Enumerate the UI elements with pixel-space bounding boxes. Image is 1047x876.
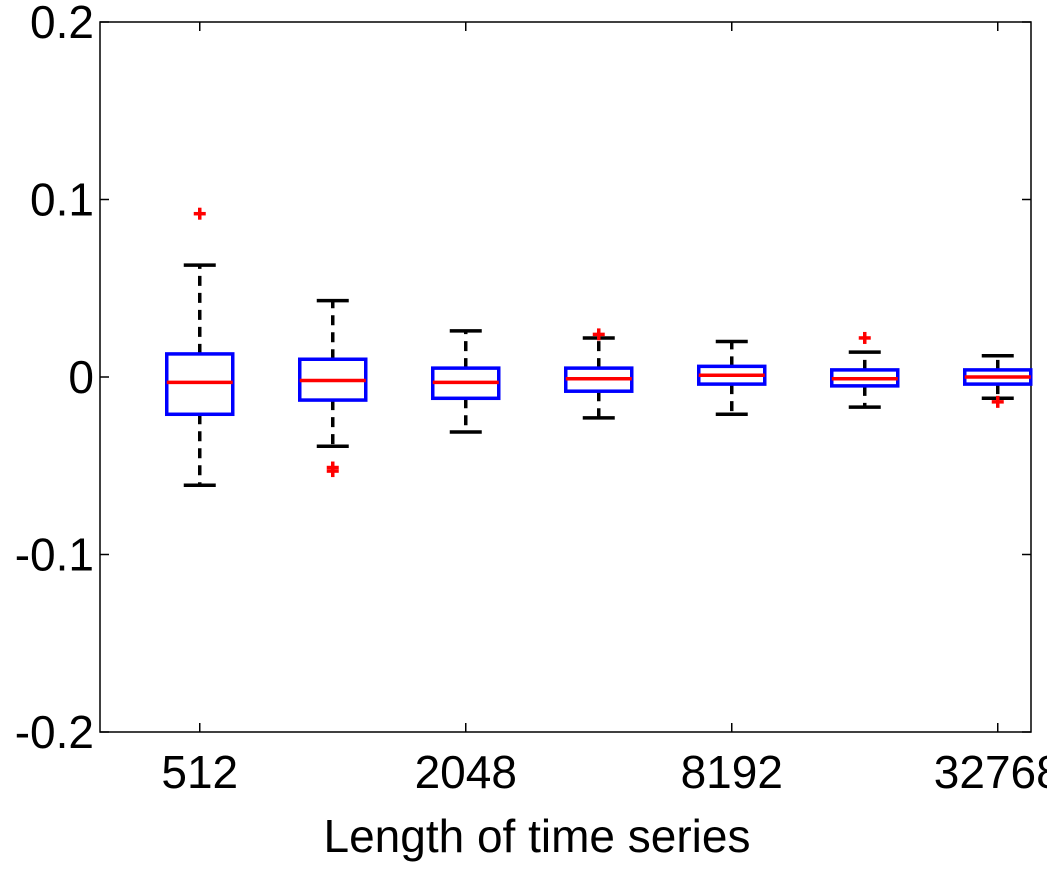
iqr-box [165,352,235,417]
outlier-marker [193,207,206,220]
outlier-marker [991,395,1004,408]
box-7 [963,353,1033,408]
y-tick-label: 0.2 [30,0,94,48]
x-tick-label: 2048 [415,746,517,798]
x-tick-label: 8192 [681,746,783,798]
y-tick-label: 0.1 [30,174,94,226]
y-tick-label: -0.2 [15,706,94,758]
box-5 [697,339,767,417]
x-tick-labels: 512 2048 8192 32768 [161,746,1047,798]
box-3 [431,329,501,434]
box-4 [564,328,634,420]
outlier-marker [326,465,339,478]
x-axis-title: Length of time series [323,810,750,862]
box-6 [830,331,900,409]
y-tick-label: -0.1 [15,529,94,581]
box-group [165,207,1033,488]
y-tick-labels: -0.2 -0.1 0 0.1 0.2 [15,0,94,758]
box-1 [165,207,235,488]
x-tick-label: 32768 [934,746,1047,798]
outlier-marker [858,331,871,344]
box-2 [298,298,368,478]
y-tick-label: 0 [68,351,94,403]
outlier-marker [592,328,605,341]
x-tick-label: 512 [161,746,238,798]
